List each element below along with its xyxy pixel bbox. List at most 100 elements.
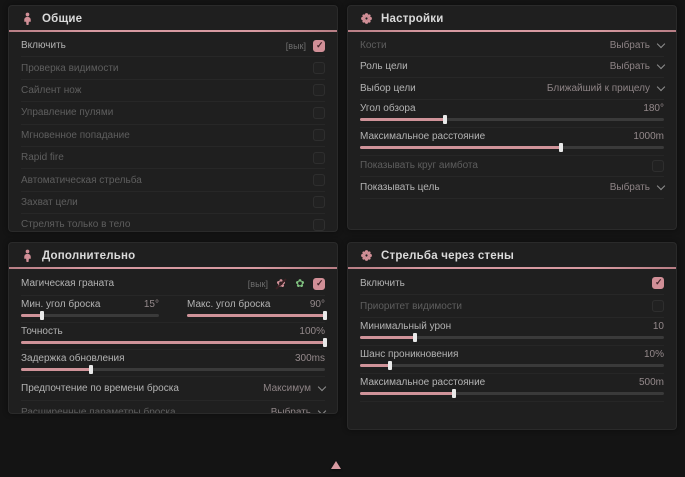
slider-fill bbox=[360, 361, 393, 370]
chevron-down-icon bbox=[656, 82, 666, 91]
row-visibility-check: Проверка видимости bbox=[21, 57, 325, 80]
visibility-check-checkbox[interactable] bbox=[313, 62, 325, 75]
dropdown-value: Максимум bbox=[263, 383, 311, 394]
row-update-delay: Задержка обновления 300ms bbox=[21, 350, 325, 377]
rapid-fire-checkbox[interactable] bbox=[313, 151, 325, 164]
max-throw-angle-slider[interactable] bbox=[187, 311, 327, 320]
slider-fill bbox=[360, 114, 448, 124]
row-magic-grenade: Магическая граната [вык] ✿ ✿ bbox=[21, 272, 325, 296]
accent-divider bbox=[9, 30, 337, 32]
row-show-aimbot-circle: Показывать круг аимбота bbox=[360, 156, 664, 177]
bones-dropdown[interactable]: Выбрать bbox=[609, 39, 666, 51]
accent-divider bbox=[9, 267, 337, 269]
panel-wallshoot-header: Стрельба через стены bbox=[348, 243, 676, 267]
wallshoot-enable-checkbox[interactable] bbox=[652, 277, 664, 289]
dropdown-value: Выбрать bbox=[609, 39, 650, 51]
slider-value: 15° bbox=[143, 299, 159, 310]
row-label: Магическая граната bbox=[21, 278, 115, 289]
magic-grenade-checkbox[interactable] bbox=[313, 277, 325, 290]
row-min-damage: Минимальный урон 10 bbox=[360, 318, 664, 346]
row-enable: Включить [вык] bbox=[21, 35, 325, 58]
min-throw-angle-slider[interactable] bbox=[21, 311, 159, 320]
chevron-down-icon bbox=[317, 382, 327, 392]
show-target-dropdown[interactable]: Выбрать bbox=[610, 181, 666, 193]
panel-title: Стрельба через стены bbox=[381, 249, 515, 262]
panel-additional-header: Дополнительно bbox=[9, 243, 337, 267]
row-max-distance: Максимальное расстояние 1000m bbox=[360, 128, 664, 156]
preview-on-icon[interactable]: ✿ bbox=[295, 277, 305, 290]
slider-value: 10 bbox=[652, 321, 664, 332]
slider-fill bbox=[21, 311, 44, 320]
bullet-control-checkbox[interactable] bbox=[313, 106, 325, 119]
chevron-down-icon bbox=[656, 181, 666, 190]
slider-value: 180° bbox=[643, 102, 664, 114]
row-label: Включить bbox=[360, 277, 405, 289]
row-label: Максимальное расстояние bbox=[360, 130, 486, 142]
row-bones: Кости Выбрать bbox=[360, 35, 666, 57]
target-role-dropdown[interactable]: Выбрать bbox=[610, 61, 666, 72]
target-select-dropdown[interactable]: Ближайший к прицелу bbox=[547, 82, 666, 94]
preview-off-icon[interactable]: ✿ bbox=[276, 277, 286, 290]
silent-knife-checkbox[interactable] bbox=[313, 84, 325, 97]
max-throw-angle: Макс. угол броска 90° bbox=[187, 299, 327, 320]
visibility-priority-checkbox[interactable] bbox=[652, 300, 664, 312]
row-label: Кости bbox=[360, 39, 387, 51]
target-lock-checkbox[interactable] bbox=[313, 196, 325, 209]
row-label: Максимальное расстояние bbox=[360, 377, 486, 388]
slider-fill bbox=[187, 311, 327, 320]
row-label: Задержка обновления bbox=[21, 353, 125, 364]
wallshoot-max-distance-slider[interactable] bbox=[360, 389, 664, 398]
panel-settings: Настройки Кости Выбрать Роль цели Выбрат… bbox=[347, 5, 677, 230]
body-only-checkbox[interactable] bbox=[313, 218, 325, 231]
row-rapid-fire: Rapid fire bbox=[21, 147, 325, 170]
row-label: Управление пулями bbox=[21, 107, 114, 119]
aimbot-circle-checkbox[interactable] bbox=[652, 159, 664, 172]
row-target-lock: Захват цели bbox=[21, 192, 325, 215]
row-label: Угол обзора bbox=[360, 102, 416, 114]
row-label: Мин. угол броска bbox=[21, 299, 101, 310]
row-bullet-control: Управление пулями bbox=[21, 102, 325, 125]
update-delay-slider[interactable] bbox=[21, 365, 325, 374]
person-icon bbox=[21, 12, 34, 25]
row-label: Минимальный урон bbox=[360, 321, 452, 332]
row-throw-time-preference: Предпочтение по времени броска Максимум bbox=[21, 377, 327, 401]
row-label: Расширенные параметры броска bbox=[21, 407, 176, 414]
auto-fire-checkbox[interactable] bbox=[313, 174, 325, 187]
gear-icon bbox=[360, 249, 373, 262]
accent-divider bbox=[348, 30, 676, 32]
row-label: Точность bbox=[21, 326, 63, 337]
panel-general-header: Общие bbox=[9, 6, 337, 30]
accuracy-slider[interactable] bbox=[21, 338, 327, 347]
slider-value: 90° bbox=[309, 299, 325, 310]
row-target-select: Выбор цели Ближайший к прицелу bbox=[360, 78, 666, 100]
chevron-down-icon bbox=[317, 406, 327, 413]
row-label: Выбор цели bbox=[360, 82, 416, 94]
row-label: Шанс проникновения bbox=[360, 349, 459, 360]
instant-hit-checkbox[interactable] bbox=[313, 129, 325, 142]
slider-value: 500m bbox=[638, 377, 664, 388]
panel-title: Дополнительно bbox=[42, 249, 136, 262]
row-max-distance: Максимальное расстояние 500m bbox=[360, 374, 664, 402]
row-label: Макс. угол броска bbox=[187, 299, 271, 310]
row-instant-hit: Мгновенное попадание bbox=[21, 125, 325, 147]
penetration-chance-slider[interactable] bbox=[360, 361, 664, 370]
fov-slider[interactable] bbox=[360, 114, 664, 124]
keybind-tag[interactable]: [вык] bbox=[247, 278, 268, 289]
row-advanced-throw-params: Расширенные параметры броска Выбрать bbox=[21, 401, 327, 414]
throw-time-dropdown[interactable]: Максимум bbox=[263, 382, 327, 394]
advanced-throw-dropdown[interactable]: Выбрать bbox=[271, 406, 327, 413]
max-distance-slider[interactable] bbox=[360, 142, 664, 152]
min-damage-slider[interactable] bbox=[360, 333, 664, 342]
panel-additional: Дополнительно Магическая граната [вык] ✿… bbox=[8, 242, 338, 414]
row-label: Проверка видимости bbox=[21, 62, 119, 74]
enable-checkbox[interactable] bbox=[313, 39, 325, 52]
row-label: Включить bbox=[21, 40, 66, 52]
row-accuracy: Точность 100% bbox=[21, 323, 327, 350]
row-label: Приоритет видимости bbox=[360, 300, 463, 312]
row-label: Мгновенное попадание bbox=[21, 129, 130, 141]
row-label: Роль цели bbox=[360, 61, 408, 73]
row-label: Автоматическая стрельба bbox=[21, 174, 142, 186]
slider-fill bbox=[360, 333, 417, 342]
chevron-down-icon bbox=[656, 61, 666, 70]
keybind-tag[interactable]: [вык] bbox=[285, 40, 306, 51]
